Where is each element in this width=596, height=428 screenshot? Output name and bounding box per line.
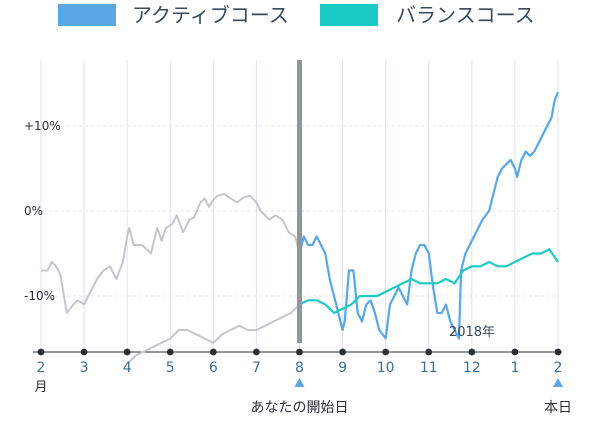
end-marker-label: 本日	[544, 400, 572, 416]
series-past-line-1	[41, 193, 301, 314]
series-line-1	[298, 91, 560, 340]
x-tick-sub-label-1: 月	[34, 380, 47, 395]
x-tick-label-3: 4	[123, 360, 132, 376]
x-tick-label-12: 1	[510, 360, 519, 376]
x-tick-dot-4	[166, 348, 174, 356]
x-tick-label-13: 2	[554, 360, 563, 376]
x-tick-label-6: 7	[252, 360, 261, 376]
x-tick-label-1: 2	[37, 360, 46, 376]
x-tick-dot-7	[296, 348, 303, 356]
x-tick-dot-3	[123, 348, 131, 356]
x-tick-label-7: 8	[295, 360, 304, 376]
x-tick-dot-8	[339, 348, 346, 356]
legend-swatch-2	[320, 4, 378, 26]
start-marker-label: あなたの開始日	[251, 400, 349, 416]
x-tick-label-10: 11	[420, 360, 438, 376]
series-line-2	[299, 248, 559, 315]
x-tick-dot-6	[253, 348, 260, 356]
end-marker-triangle	[553, 378, 563, 387]
x-tick-label-8: 9	[338, 360, 347, 376]
x-tick-dot-10	[425, 348, 433, 356]
x-tick-dot-11	[468, 348, 476, 356]
x-tick-label-11: 12	[463, 360, 481, 376]
x-tick-label-4: 5	[166, 360, 175, 376]
x-tick-dot-2	[80, 348, 88, 356]
x-tick-label-9: 10	[377, 360, 395, 376]
x-tick-label-2: 3	[80, 360, 89, 376]
start-marker-triangle	[294, 378, 305, 387]
series-past-line-2	[126, 303, 301, 365]
x-tick-dot-9	[382, 348, 390, 356]
legend-swatch-1	[58, 4, 116, 26]
legend-label-2: バランスコース	[396, 3, 535, 27]
y-tick-label-1: +10%	[24, 119, 61, 133]
x-tick-dot-13	[554, 348, 562, 356]
x-tick-dot-1	[37, 348, 45, 356]
x-tick-label-5: 6	[209, 360, 218, 376]
y-tick-label-3: -10%	[24, 289, 55, 303]
year-label: 2018年	[449, 325, 495, 340]
legend-label-1: アクティブコース	[132, 3, 289, 27]
y-tick-label-2: 0%	[24, 204, 43, 218]
x-tick-dot-5	[209, 348, 217, 356]
x-tick-dot-12	[511, 348, 519, 356]
